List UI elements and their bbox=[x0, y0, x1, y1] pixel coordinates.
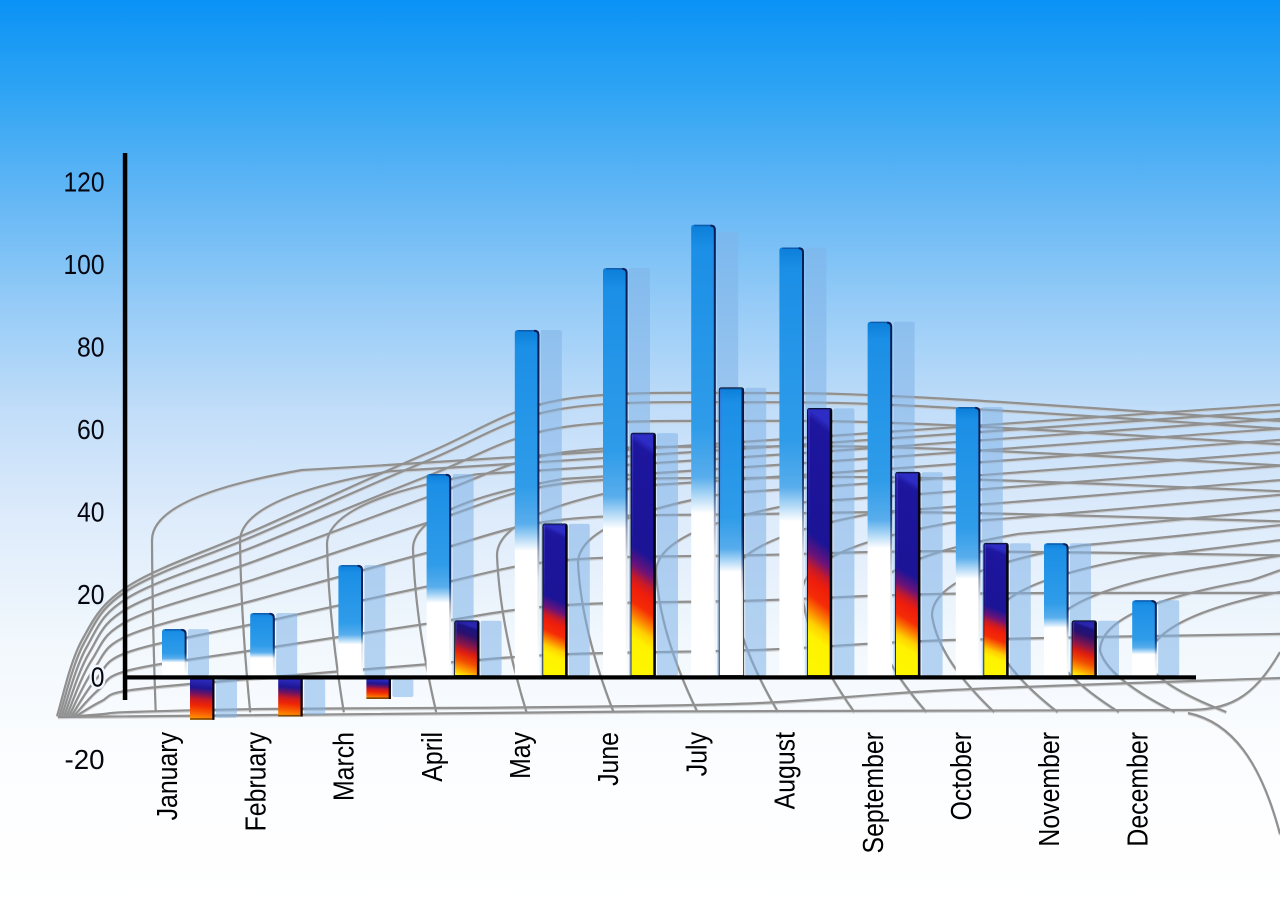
svg-text:May: May bbox=[505, 731, 537, 779]
svg-text:80: 80 bbox=[77, 331, 105, 362]
svg-text:December: December bbox=[1123, 732, 1155, 847]
svg-text:November: November bbox=[1034, 732, 1066, 847]
svg-text:June: June bbox=[593, 732, 625, 786]
svg-text:October: October bbox=[946, 732, 978, 821]
svg-text:40: 40 bbox=[77, 496, 105, 527]
svg-text:60: 60 bbox=[77, 414, 105, 445]
svg-text:-20: -20 bbox=[65, 744, 105, 775]
svg-text:March: March bbox=[329, 732, 361, 801]
svg-text:100: 100 bbox=[64, 249, 105, 280]
svg-text:January: January bbox=[152, 731, 184, 820]
svg-text:120: 120 bbox=[64, 166, 105, 197]
svg-text:0: 0 bbox=[91, 661, 105, 692]
svg-text:April: April bbox=[417, 732, 449, 782]
svg-text:July: July bbox=[682, 731, 714, 776]
svg-text:August: August bbox=[770, 732, 802, 809]
svg-text:February: February bbox=[240, 731, 272, 831]
svg-text:September: September bbox=[858, 732, 890, 854]
svg-text:20: 20 bbox=[77, 579, 105, 610]
